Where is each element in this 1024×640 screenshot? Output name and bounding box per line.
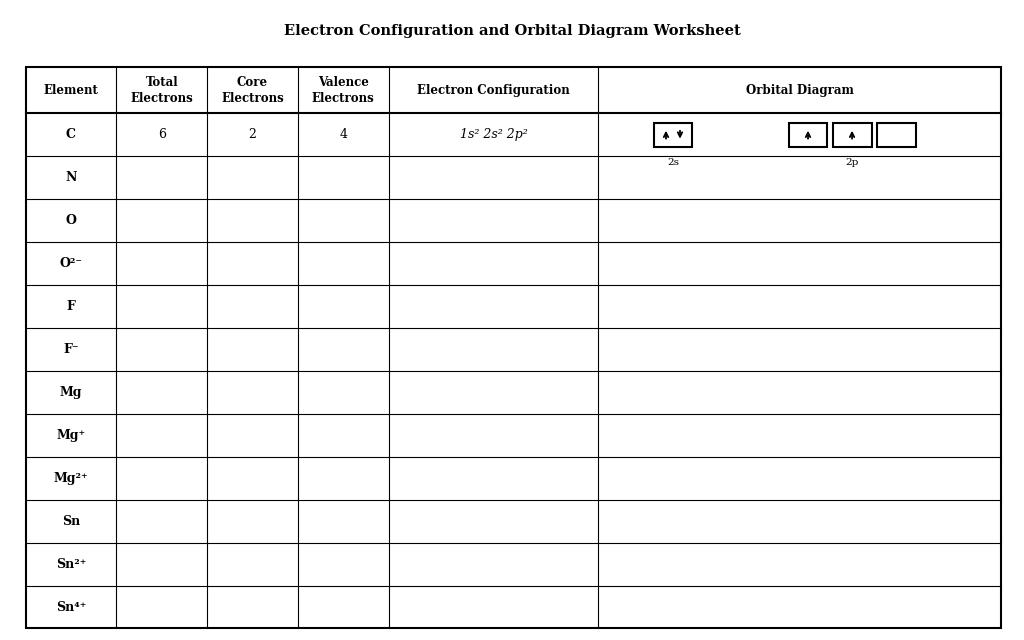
Text: N: N xyxy=(66,171,77,184)
Bar xyxy=(653,122,692,147)
Text: O²⁻: O²⁻ xyxy=(59,257,83,270)
Text: Mg²⁺: Mg²⁺ xyxy=(53,472,88,484)
Text: F: F xyxy=(67,300,76,313)
Text: Total
Electrons: Total Electrons xyxy=(130,76,194,105)
Text: 2: 2 xyxy=(249,128,256,141)
Text: Sn⁴⁺: Sn⁴⁺ xyxy=(55,600,86,614)
Bar xyxy=(788,122,827,147)
Text: Element: Element xyxy=(44,84,98,97)
Bar xyxy=(877,122,915,147)
Text: 2p: 2p xyxy=(846,158,859,168)
Text: 4: 4 xyxy=(339,128,347,141)
Text: Mg: Mg xyxy=(59,386,82,399)
Text: F⁻: F⁻ xyxy=(63,343,79,356)
Text: 1s² 2s² 2p²: 1s² 2s² 2p² xyxy=(460,128,527,141)
Text: Mg⁺: Mg⁺ xyxy=(56,429,86,442)
Text: Core
Electrons: Core Electrons xyxy=(221,76,284,105)
Text: Electron Configuration and Orbital Diagram Worksheet: Electron Configuration and Orbital Diagr… xyxy=(284,24,740,38)
Text: 2s: 2s xyxy=(667,158,679,168)
Text: C: C xyxy=(66,128,76,141)
Text: Valence
Electrons: Valence Electrons xyxy=(312,76,375,105)
Bar xyxy=(833,122,871,147)
Text: Electron Configuration: Electron Configuration xyxy=(417,84,570,97)
Text: O: O xyxy=(66,214,77,227)
Text: 6: 6 xyxy=(158,128,166,141)
Text: Sn²⁺: Sn²⁺ xyxy=(55,557,86,571)
Text: Sn: Sn xyxy=(61,515,80,527)
Text: Orbital Diagram: Orbital Diagram xyxy=(746,84,854,97)
Bar xyxy=(26,67,1001,628)
